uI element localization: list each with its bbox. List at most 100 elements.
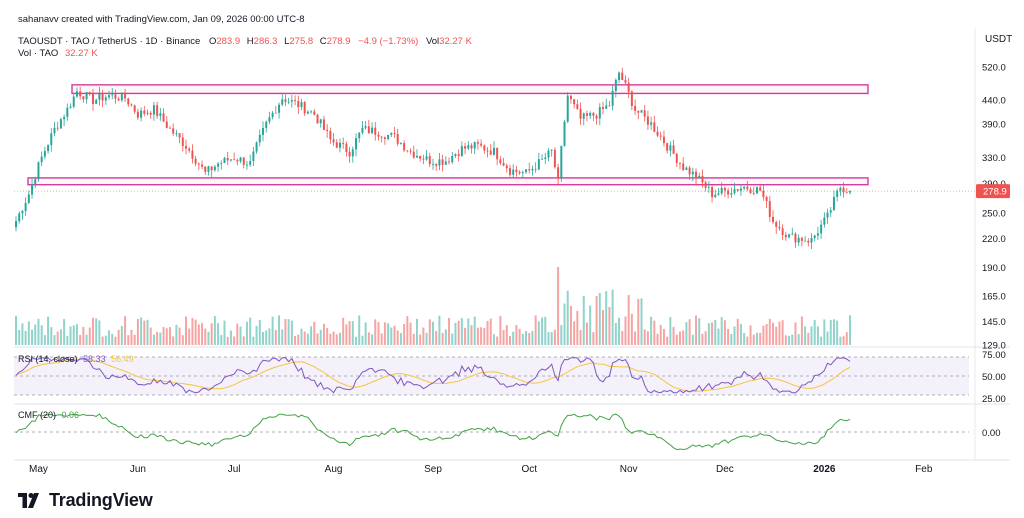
last-price-badge [976, 184, 1010, 199]
zones [14, 84, 975, 192]
volume-bar [711, 322, 714, 345]
candle-body [239, 157, 242, 162]
volume-bar [736, 318, 739, 345]
volume-bar [727, 328, 730, 345]
volume-bar [18, 329, 21, 345]
volume-bar [759, 332, 762, 345]
volume-bar [274, 330, 277, 345]
price-tick-label: 440.0 [982, 96, 1006, 107]
candle-body [682, 163, 685, 171]
volume-bar [124, 316, 127, 345]
low-label: L [284, 36, 289, 47]
candle-body [547, 150, 550, 158]
volume-bar [98, 320, 101, 345]
volume-bar [804, 326, 807, 345]
volume-bar [181, 335, 184, 345]
candle-body [316, 114, 319, 124]
candle-body [82, 96, 85, 100]
volume-bar [197, 324, 200, 345]
rsi-axis-50: 50.00 [982, 372, 1006, 383]
volume-bar [646, 331, 649, 345]
candle-body [281, 99, 284, 105]
candle-body [425, 156, 428, 160]
candle-body [576, 104, 579, 109]
candle-body [37, 162, 40, 180]
candle-body [380, 136, 383, 138]
volume-bar [281, 329, 284, 345]
volume-bar [303, 331, 306, 345]
candle-body [319, 119, 322, 124]
volume-bar [444, 329, 447, 345]
volume-bar [816, 326, 819, 345]
volume-bar [217, 323, 220, 345]
candle-body [534, 168, 537, 170]
volume-bar [476, 327, 479, 345]
volume-bar [319, 329, 322, 345]
candle-body [197, 163, 200, 165]
candle-body [829, 210, 832, 213]
volume-bar [300, 328, 303, 345]
candle-body [489, 150, 492, 155]
candle-body [303, 102, 306, 114]
candle-body [127, 98, 130, 105]
volume-bar [409, 322, 412, 345]
candle-body [124, 92, 127, 99]
volume-bar [412, 333, 415, 345]
candle-body [332, 139, 335, 143]
volume-bar [698, 318, 701, 345]
volume-bar [130, 329, 133, 345]
volume-bar [602, 310, 605, 345]
volume-bar [63, 319, 66, 345]
candle-body [415, 155, 418, 158]
candle-body [162, 113, 165, 122]
volume-bar [662, 328, 665, 345]
candle-body [836, 190, 839, 197]
volume-bar [37, 318, 40, 345]
candle-body [108, 95, 111, 98]
volume-bar [688, 319, 691, 345]
support-zone [27, 177, 869, 186]
resistance-zone [71, 84, 869, 95]
time-tick-label: May [29, 464, 48, 475]
candle-body [541, 158, 544, 160]
candle-body [666, 143, 669, 151]
candle-body [258, 134, 261, 143]
candle-body [573, 99, 576, 105]
candle-body [348, 152, 351, 157]
volume-bar [788, 335, 791, 345]
volume-bar [66, 335, 69, 345]
candle-body [797, 237, 800, 243]
volume-bar [614, 323, 617, 345]
volume-bar [630, 313, 633, 345]
candle-body [788, 234, 791, 238]
volume-bar [704, 331, 707, 345]
candle-body [91, 93, 94, 104]
candle-body [832, 196, 835, 211]
volume-bar [133, 334, 136, 345]
candle-body [749, 189, 752, 193]
price-tick-label: 145.0 [982, 317, 1006, 328]
candle-body [698, 175, 701, 179]
volume-bar [399, 333, 402, 345]
vol-indicator-value: 32.27 K [65, 48, 98, 59]
volume-bar [775, 326, 778, 345]
volume-bar [579, 329, 582, 345]
volume-bar [794, 322, 797, 345]
candle-body [265, 121, 268, 128]
volume-bar [659, 324, 662, 345]
candle-body [207, 166, 210, 172]
candle-body [367, 126, 370, 134]
candle-body [342, 142, 345, 144]
volume-bar [800, 316, 803, 345]
volume-bar [136, 319, 139, 345]
volume-bar [525, 331, 528, 345]
volume-bar [120, 326, 123, 345]
candle-body [486, 150, 489, 152]
candle-body [467, 145, 470, 149]
volume-bar [156, 332, 159, 345]
volume-bar [53, 335, 56, 345]
candle-body [268, 117, 271, 122]
candle-body [419, 155, 422, 159]
volume-bar [233, 336, 236, 345]
